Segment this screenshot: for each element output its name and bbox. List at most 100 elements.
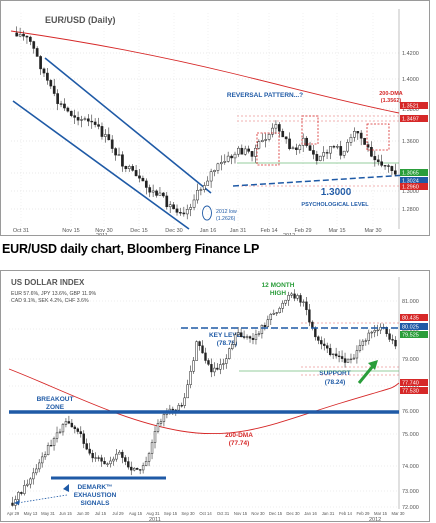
top-candle [32, 41, 36, 49]
bottom-candle [141, 465, 145, 471]
bottom-candle [147, 453, 151, 462]
top-y-tick: 1.4000 [402, 77, 419, 83]
top-candle [247, 148, 250, 152]
bottom-candle [195, 341, 198, 361]
top-candle [329, 146, 332, 154]
bottom-x-tick: Jan 16 [304, 511, 317, 516]
bottom-candle [367, 332, 370, 341]
top-candle [49, 80, 53, 87]
top-candle [56, 93, 59, 104]
bottom-candle [266, 319, 270, 327]
bottom-x-tick: Mar 30 [391, 511, 405, 516]
bottom-price-tag-bg [400, 387, 428, 394]
bottom-candle [189, 371, 192, 385]
bottom-candle [32, 472, 35, 480]
bottom-candle [260, 325, 264, 334]
bottom-y-tick: 79.000 [402, 357, 419, 363]
bottom-candle [91, 453, 94, 459]
top-candle [148, 187, 152, 193]
top-price-tag-bg [400, 169, 428, 176]
bottom-candle [334, 353, 338, 357]
bottom-candle [29, 478, 32, 485]
top-candle [86, 118, 90, 122]
top-candle [226, 155, 230, 162]
top-candle [124, 166, 128, 170]
key-level-value: (78.76) [217, 340, 238, 347]
bottom-candle [127, 461, 130, 468]
top-candle [104, 134, 107, 137]
bottom-x-tick: May 13 [24, 511, 38, 516]
demark-line-1: DEMARK™ [77, 484, 112, 491]
bottom-candle [328, 347, 332, 355]
eurusd-chart-canvas: EUR/USD (Daily) REVERSAL PATTERN...? 200… [10, 9, 428, 235]
bottom-candle [115, 453, 118, 460]
low-2012-title: 2012 low [216, 209, 237, 215]
top-candle [346, 142, 349, 152]
top-candle [83, 118, 87, 120]
bottom-candle [323, 343, 326, 346]
top-year-label: 2012 [283, 233, 295, 235]
key-level-title: KEY LEVEL [209, 332, 245, 339]
top-year-label: 2011 [96, 233, 108, 235]
bottom-candle [394, 339, 397, 347]
top-y-tick: 1.3800 [402, 107, 419, 113]
breakout-zone-line-2: ZONE [46, 404, 65, 411]
top-candle [243, 148, 247, 155]
bottom-candle [287, 295, 290, 301]
bottom-candle [150, 442, 154, 454]
bottom-candle [361, 340, 365, 346]
bottom-candle [352, 357, 356, 360]
bottom-candle [156, 423, 160, 432]
bottom-candle [231, 344, 234, 349]
top-x-tick: Feb 29 [294, 228, 311, 234]
bottom-candle [153, 431, 157, 443]
bottom-candle [349, 358, 353, 361]
bottom-price-tag: 80.025 [402, 325, 419, 331]
bottom-candle [144, 461, 148, 466]
legend-line-1: EUR 57.6%, JPY 13.6%, GBP 11.9% [11, 291, 96, 297]
top-candle [121, 154, 124, 167]
top-candle [192, 199, 196, 208]
bottom-candle [100, 457, 103, 462]
top-y-tick: 1.2800 [402, 207, 419, 213]
top-candle [165, 195, 169, 208]
top-candle [134, 170, 138, 177]
bottom-candle [73, 426, 77, 430]
top-candle [250, 151, 254, 157]
bottom-candle [180, 405, 183, 407]
bottom-candle [85, 443, 88, 450]
bottom-dma-curve [8, 368, 400, 435]
bottom-candle [198, 341, 201, 346]
bottom-x-tick: Oct 14 [199, 511, 212, 516]
bottom-candle [23, 485, 26, 494]
top-candle [298, 145, 302, 150]
bottom-candle [177, 405, 180, 411]
top-candle [373, 156, 377, 161]
bottom-x-tick: Nov 15 [234, 511, 248, 516]
bottom-candle [213, 367, 216, 373]
bottom-candle [248, 336, 252, 339]
bottom-candle [79, 431, 82, 435]
top-candle [107, 134, 111, 141]
bottom-x-tick: Aug 31 [146, 511, 160, 516]
bottom-candle [355, 350, 359, 359]
top-candle [376, 159, 380, 162]
psychological-level-text: PSYCHOLOGICAL LEVEL [301, 202, 369, 208]
top-candle [349, 137, 353, 143]
top-dma-value: (1.3562) [381, 98, 402, 104]
top-candle [199, 189, 203, 191]
bottom-candle [38, 462, 41, 470]
bottom-candle [64, 421, 68, 425]
top-candle [172, 204, 175, 210]
bottom-price-tag-bg [400, 323, 428, 330]
dollar-index-chart-canvas: US DOLLAR INDEX EUR 57.6%, JPY 13.6%, GB… [7, 277, 428, 521]
top-candle [117, 154, 121, 156]
top-candle [284, 136, 288, 140]
top-candle [73, 115, 77, 118]
top-candle [206, 180, 210, 186]
bottom-candle [210, 364, 213, 373]
bottom-candle [216, 367, 219, 370]
bottom-candle [257, 333, 261, 335]
bottom-x-tick: Feb 14 [339, 511, 353, 516]
bottom-candle [201, 345, 204, 354]
